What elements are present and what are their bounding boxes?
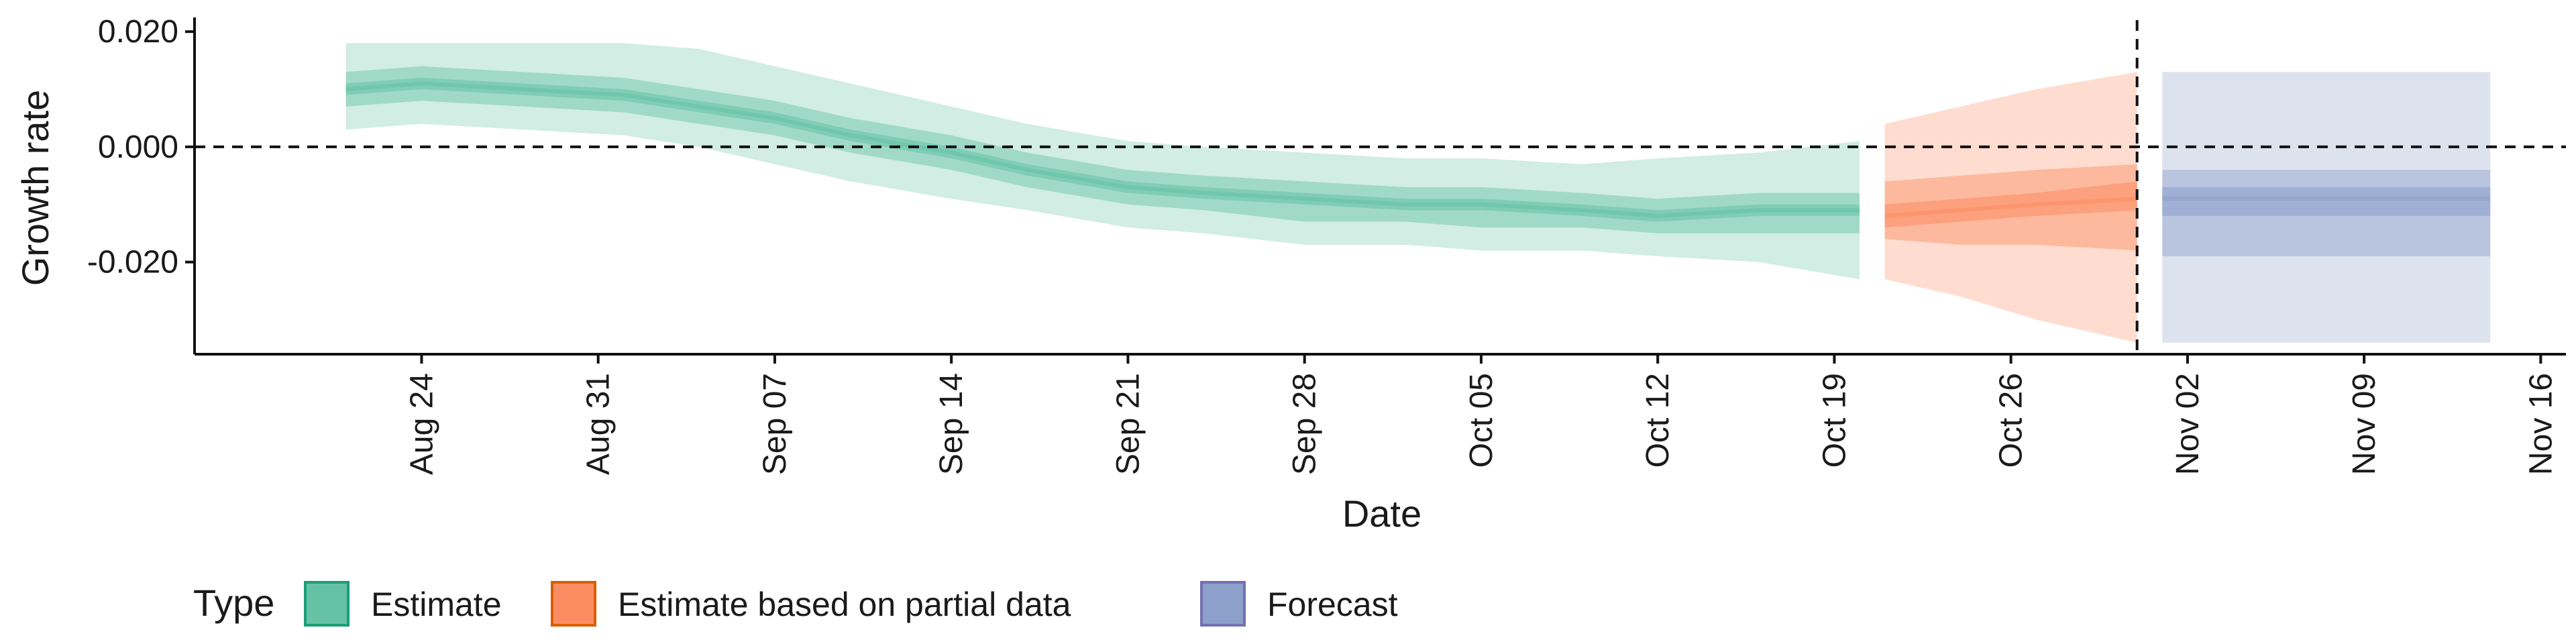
x-tick-label: Nov 16: [2523, 373, 2559, 475]
y-axis-title: Growth rate: [14, 90, 56, 286]
x-tick-label: Sep 07: [757, 373, 793, 475]
x-tick-label: Aug 31: [581, 373, 616, 475]
legend-label-estimate: Estimate: [371, 586, 502, 623]
legend-swatch-forecast: [1200, 581, 1246, 627]
y-tick-label: -0.020: [87, 245, 178, 280]
estimate-based-on-partial-data-median-line: [1884, 197, 2137, 218]
x-tick-label: Sep 21: [1110, 373, 1146, 475]
x-tick-label: Aug 24: [405, 373, 440, 475]
forecast-band-20: [2162, 187, 2491, 216]
legend: Type Estimate Estimate based on partial da…: [193, 581, 1398, 627]
x-tick-label: Oct 26: [1994, 373, 2029, 468]
estimate-band-90: [345, 43, 1860, 280]
x-tick-label: Oct 12: [1640, 373, 1676, 468]
legend-swatch-estimate-based-on-partial-data: [551, 581, 596, 627]
x-tick-label: Nov 09: [2347, 373, 2382, 475]
axes: 0.020 0.000 -0.020 Aug 24 Aug 31 Sep 07 Sep 14…: [87, 14, 2566, 475]
x-tick-label: Oct 05: [1464, 373, 1499, 468]
x-tick-label: Sep 14: [934, 373, 969, 475]
x-axis-title: Date: [1342, 492, 1421, 535]
legend-swatch-estimate: [304, 581, 350, 627]
estimate-median-line: [345, 81, 1860, 218]
legend-label-estimate-based-on-partial-data: Estimate based on partial data: [618, 586, 1071, 623]
x-tick-label: Nov 02: [2170, 373, 2206, 475]
y-tick-label: 0.000: [98, 129, 178, 165]
estimate-band-20: [345, 77, 1860, 222]
uncertainty-bands: [345, 43, 2491, 343]
legend-title: Type: [193, 582, 274, 624]
x-tick-label: Oct 19: [1817, 373, 1852, 468]
y-tick-label: 0.020: [98, 14, 178, 50]
reference-lines: [195, 20, 2566, 354]
x-tick-label: Sep 28: [1287, 373, 1323, 475]
legend-label-forecast: Forecast: [1267, 586, 1398, 623]
